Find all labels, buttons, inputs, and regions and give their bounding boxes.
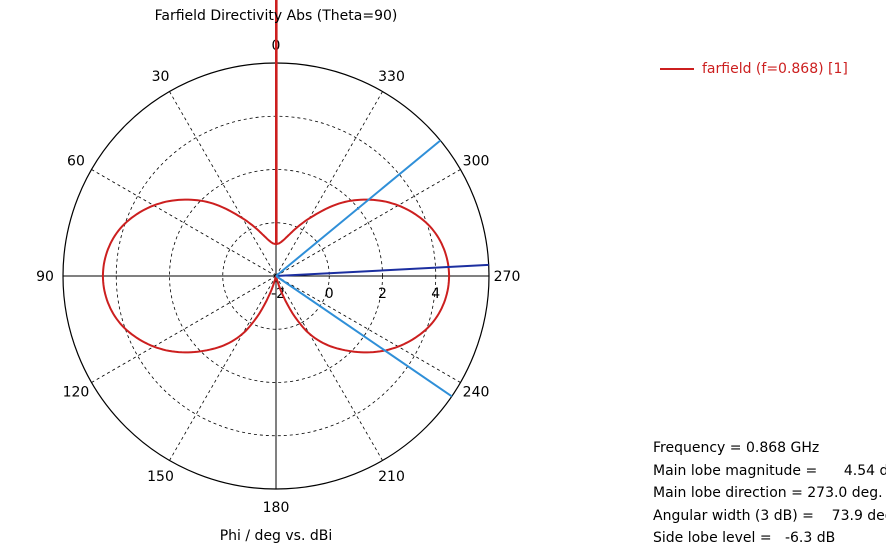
angle-tick-label: 270 xyxy=(494,269,521,285)
grid-spoke xyxy=(275,275,383,461)
radial-tick-label: 0 xyxy=(325,286,334,302)
legend-label: farfield (f=0.868) [1] xyxy=(702,61,848,77)
angle-tick-label: 300 xyxy=(463,154,490,170)
x-axis-label: Phi / deg vs. dBi xyxy=(219,528,333,544)
info-box: Frequency = 0.868 GHz Main lobe magnitud… xyxy=(653,437,886,550)
angle-tick-label: 60 xyxy=(67,154,85,170)
grid-spoke xyxy=(275,91,383,277)
info-angular-width: Angular width (3 dB) = 73.9 deg. xyxy=(653,507,886,524)
3dB-beamwidth-limit-line xyxy=(275,275,453,398)
info-main-lobe-direction: Main lobe direction = 273.0 deg. xyxy=(653,485,883,501)
angle-tick-label: 330 xyxy=(378,69,405,85)
info-frequency: Frequency = 0.868 GHz xyxy=(653,440,820,456)
3dB-beamwidth-limit-line xyxy=(275,139,441,277)
legend: farfield (f=0.868) [1] xyxy=(660,60,848,78)
angle-tick-label: 90 xyxy=(36,269,54,285)
radial-tick-label: 2 xyxy=(378,286,387,302)
angle-tick-label: 120 xyxy=(63,385,90,401)
angle-tick-label: 30 xyxy=(152,69,170,85)
angle-tick-label: 180 xyxy=(263,500,290,516)
angle-tick-label: 240 xyxy=(463,385,490,401)
angle-tick-label: 150 xyxy=(147,469,174,485)
main-lobe-direction-line xyxy=(275,263,489,277)
info-main-lobe-magnitude: Main lobe magnitude = 4.54 dBi xyxy=(653,462,886,479)
angle-tick-label: 210 xyxy=(378,469,405,485)
annotation-lines xyxy=(275,139,489,398)
radial-tick-label: 4 xyxy=(431,286,440,302)
info-side-lobe-level: Side lobe level = -6.3 dB xyxy=(653,530,836,546)
chart-title: Farfield Directivity Abs (Theta=90) xyxy=(154,8,398,24)
legend-swatch xyxy=(660,68,694,70)
